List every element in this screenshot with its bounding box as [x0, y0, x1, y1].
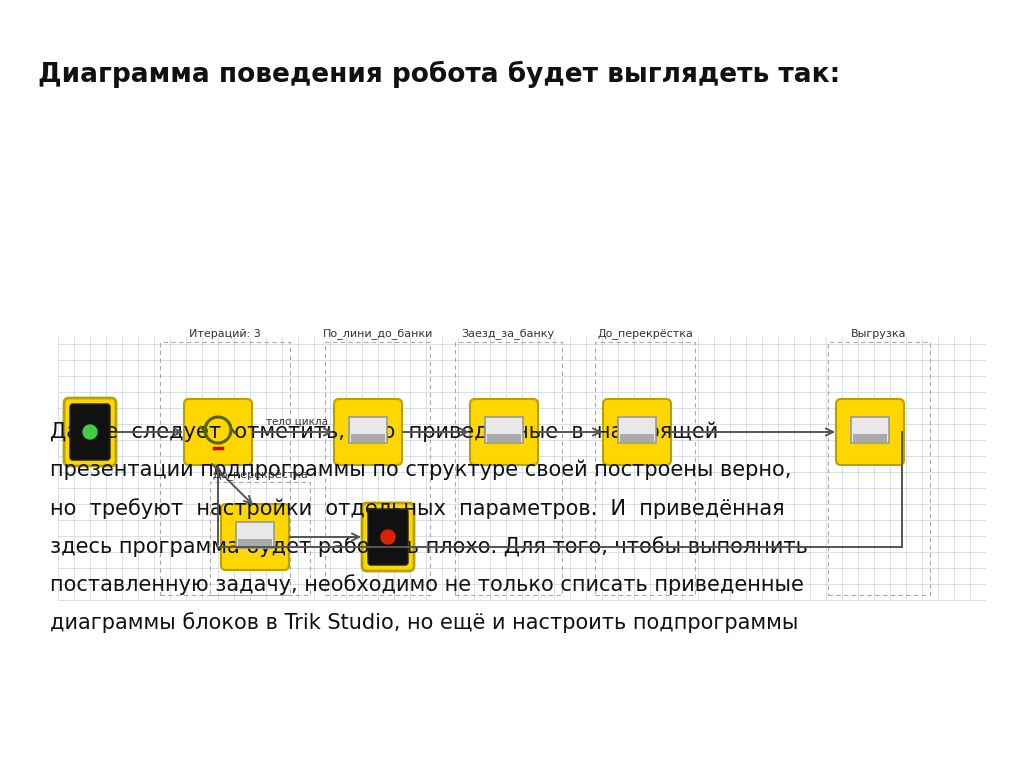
Circle shape	[381, 530, 395, 544]
FancyBboxPatch shape	[618, 416, 656, 443]
FancyBboxPatch shape	[486, 434, 521, 442]
Bar	[325, 342, 430, 595]
Text: Итераций: 3: Итераций: 3	[189, 329, 261, 339]
FancyBboxPatch shape	[836, 399, 904, 465]
Text: здесь программа будет работать плохо. Для того, чтобы выполнить: здесь программа будет работать плохо. Дл…	[50, 536, 808, 557]
Text: До_перекрёстка: До_перекрёстка	[597, 328, 693, 339]
Bar	[160, 342, 290, 595]
FancyBboxPatch shape	[853, 434, 888, 442]
FancyBboxPatch shape	[334, 399, 402, 465]
Text: Далее  следует  отметить,  что  приведенные  в  настоящей: Далее следует отметить, что приведенные …	[50, 422, 718, 443]
FancyBboxPatch shape	[620, 434, 654, 442]
Text: но  требуют  настройки  отдельных  параметров.  И  приведённая: но требуют настройки отдельных параметро…	[50, 498, 784, 518]
Text: Выгрузка: Выгрузка	[851, 329, 906, 339]
FancyBboxPatch shape	[349, 416, 387, 443]
FancyBboxPatch shape	[238, 539, 272, 547]
Text: Диаграмма поведения робота будет выглядеть так:: Диаграмма поведения робота будет выгляде…	[38, 61, 841, 88]
Text: тело цикла: тело цикла	[266, 417, 328, 427]
Bar	[595, 342, 695, 595]
FancyBboxPatch shape	[70, 404, 110, 460]
Bar	[210, 482, 310, 595]
FancyBboxPatch shape	[603, 399, 671, 465]
FancyBboxPatch shape	[485, 416, 523, 443]
Text: поставленную задачу, необходимо не только списать приведенные: поставленную задачу, необходимо не тольк…	[50, 574, 804, 595]
Text: Заезд_за_банку: Заезд_за_банку	[462, 328, 555, 339]
Text: презентации подпрограммы по структуре своей построены верно,: презентации подпрограммы по структуре св…	[50, 460, 792, 480]
Circle shape	[83, 425, 97, 439]
FancyBboxPatch shape	[851, 416, 889, 443]
Bar	[828, 342, 930, 595]
Text: До_перекрёстка: До_перекрёстка	[212, 469, 308, 480]
FancyBboxPatch shape	[63, 398, 116, 466]
Bar	[455, 342, 562, 595]
Text: диаграммы блоков в Trik Studio, но ещё и настроить подпрограммы: диаграммы блоков в Trik Studio, но ещё и…	[50, 612, 799, 633]
FancyBboxPatch shape	[368, 509, 408, 565]
FancyBboxPatch shape	[237, 522, 273, 548]
Text: По_лини_до_банки: По_лини_до_банки	[323, 328, 433, 339]
FancyBboxPatch shape	[362, 503, 414, 571]
FancyBboxPatch shape	[184, 399, 252, 465]
FancyBboxPatch shape	[221, 504, 289, 570]
FancyBboxPatch shape	[470, 399, 538, 465]
FancyBboxPatch shape	[350, 434, 385, 442]
